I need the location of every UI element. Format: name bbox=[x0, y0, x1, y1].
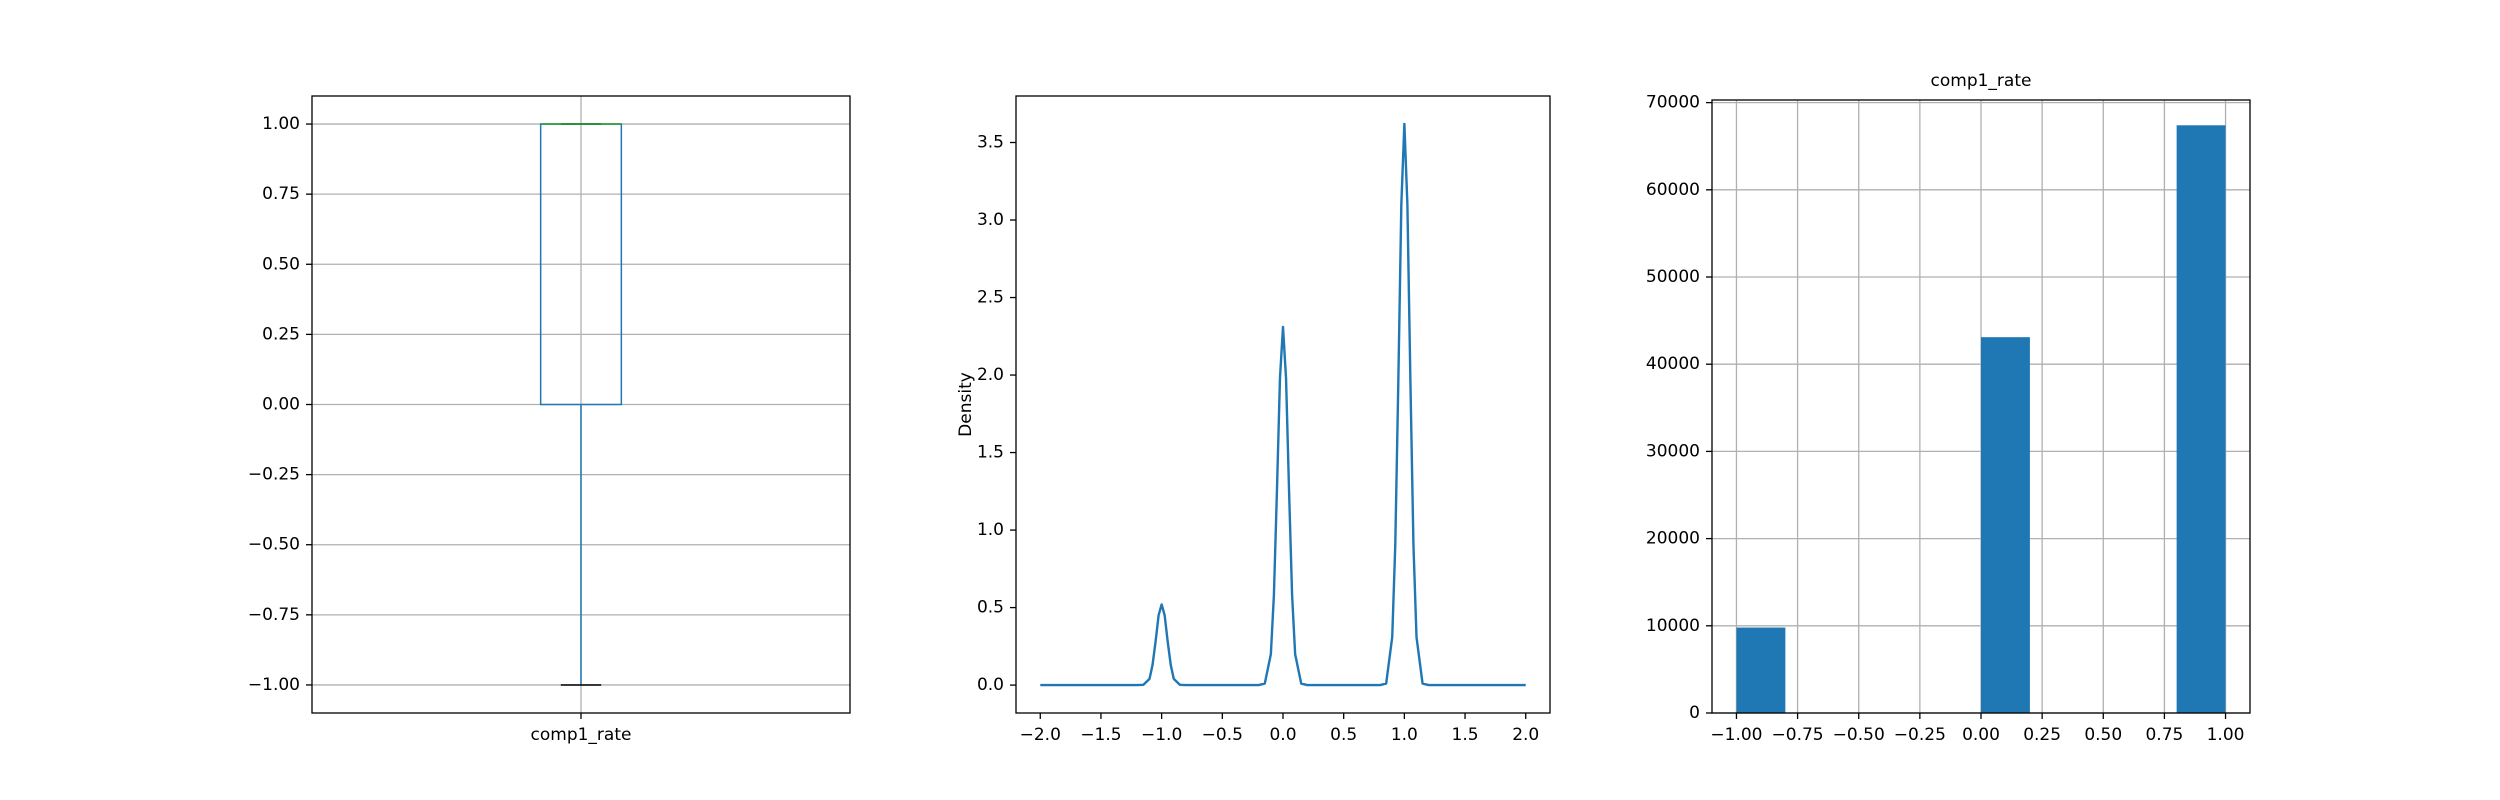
x-tick-label: −0.25 bbox=[1894, 725, 1946, 745]
y-tick-label: 3.5 bbox=[977, 133, 1004, 153]
x-tick-label: 0.25 bbox=[2023, 725, 2061, 745]
x-tick-label: comp1_rate bbox=[531, 725, 632, 745]
x-tick-label: −0.75 bbox=[1772, 725, 1824, 745]
y-tick-label: 1.00 bbox=[262, 114, 300, 134]
density-line bbox=[1040, 122, 1526, 687]
axes-frame bbox=[311, 95, 851, 714]
x-tick-label: 0.50 bbox=[2084, 725, 2122, 745]
x-tick-label: −0.50 bbox=[1833, 725, 1885, 745]
histogram-bar bbox=[2176, 125, 2226, 713]
y-tick-label: −0.75 bbox=[248, 605, 300, 625]
y-tick-label: −0.50 bbox=[248, 535, 300, 555]
x-tick-label: −1.5 bbox=[1080, 725, 1121, 745]
x-tick-label: −1.0 bbox=[1141, 725, 1182, 745]
x-tick-label: 0.75 bbox=[2145, 725, 2183, 745]
y-tick-label: 1.5 bbox=[977, 443, 1004, 463]
y-tick-label: 3.0 bbox=[977, 210, 1004, 230]
x-tick-label: 2.0 bbox=[1512, 725, 1539, 745]
y-tick-label: 2.0 bbox=[977, 365, 1004, 385]
axes-frame bbox=[1015, 95, 1551, 714]
y-tick-label: 0.25 bbox=[262, 324, 300, 344]
x-tick-label: −0.5 bbox=[1202, 725, 1243, 745]
x-tick-label: −2.0 bbox=[1020, 725, 1061, 745]
y-tick-label: 2.5 bbox=[977, 288, 1004, 308]
histogram-bar bbox=[1736, 627, 1786, 713]
y-tick-label: 60000 bbox=[1646, 180, 1700, 200]
x-tick-label: 1.5 bbox=[1452, 725, 1479, 745]
x-tick-label: 0.5 bbox=[1330, 725, 1357, 745]
y-tick-label: 20000 bbox=[1646, 529, 1700, 549]
y-tick-label: 0.75 bbox=[262, 184, 300, 204]
x-tick-label: 1.00 bbox=[2207, 725, 2245, 745]
x-tick-label: 0.0 bbox=[1269, 725, 1296, 745]
y-tick-label: −1.00 bbox=[248, 675, 300, 695]
y-tick-label: 1.0 bbox=[977, 520, 1004, 540]
y-tick-label: 30000 bbox=[1646, 441, 1700, 461]
y-tick-label: −0.25 bbox=[248, 465, 300, 485]
y-axis-label: Density bbox=[956, 372, 976, 437]
x-tick-label: 0.00 bbox=[1962, 725, 2000, 745]
y-tick-label: 70000 bbox=[1646, 93, 1700, 113]
x-tick-label: 1.0 bbox=[1391, 725, 1418, 745]
y-tick-label: 0.0 bbox=[977, 675, 1004, 695]
axes-frame bbox=[1711, 99, 2251, 714]
histogram-bar bbox=[1981, 337, 2030, 713]
y-tick-label: 50000 bbox=[1646, 267, 1700, 287]
y-tick-label: 0.50 bbox=[262, 254, 300, 274]
y-tick-label: 0.5 bbox=[977, 598, 1004, 618]
x-tick-label: −1.00 bbox=[1710, 725, 1762, 745]
y-tick-label: 40000 bbox=[1646, 354, 1700, 374]
chart-title: comp1_rate bbox=[1931, 71, 2032, 91]
y-tick-label: 0.00 bbox=[262, 395, 300, 415]
y-tick-label: 0 bbox=[1689, 703, 1700, 723]
y-tick-label: 10000 bbox=[1646, 616, 1700, 636]
